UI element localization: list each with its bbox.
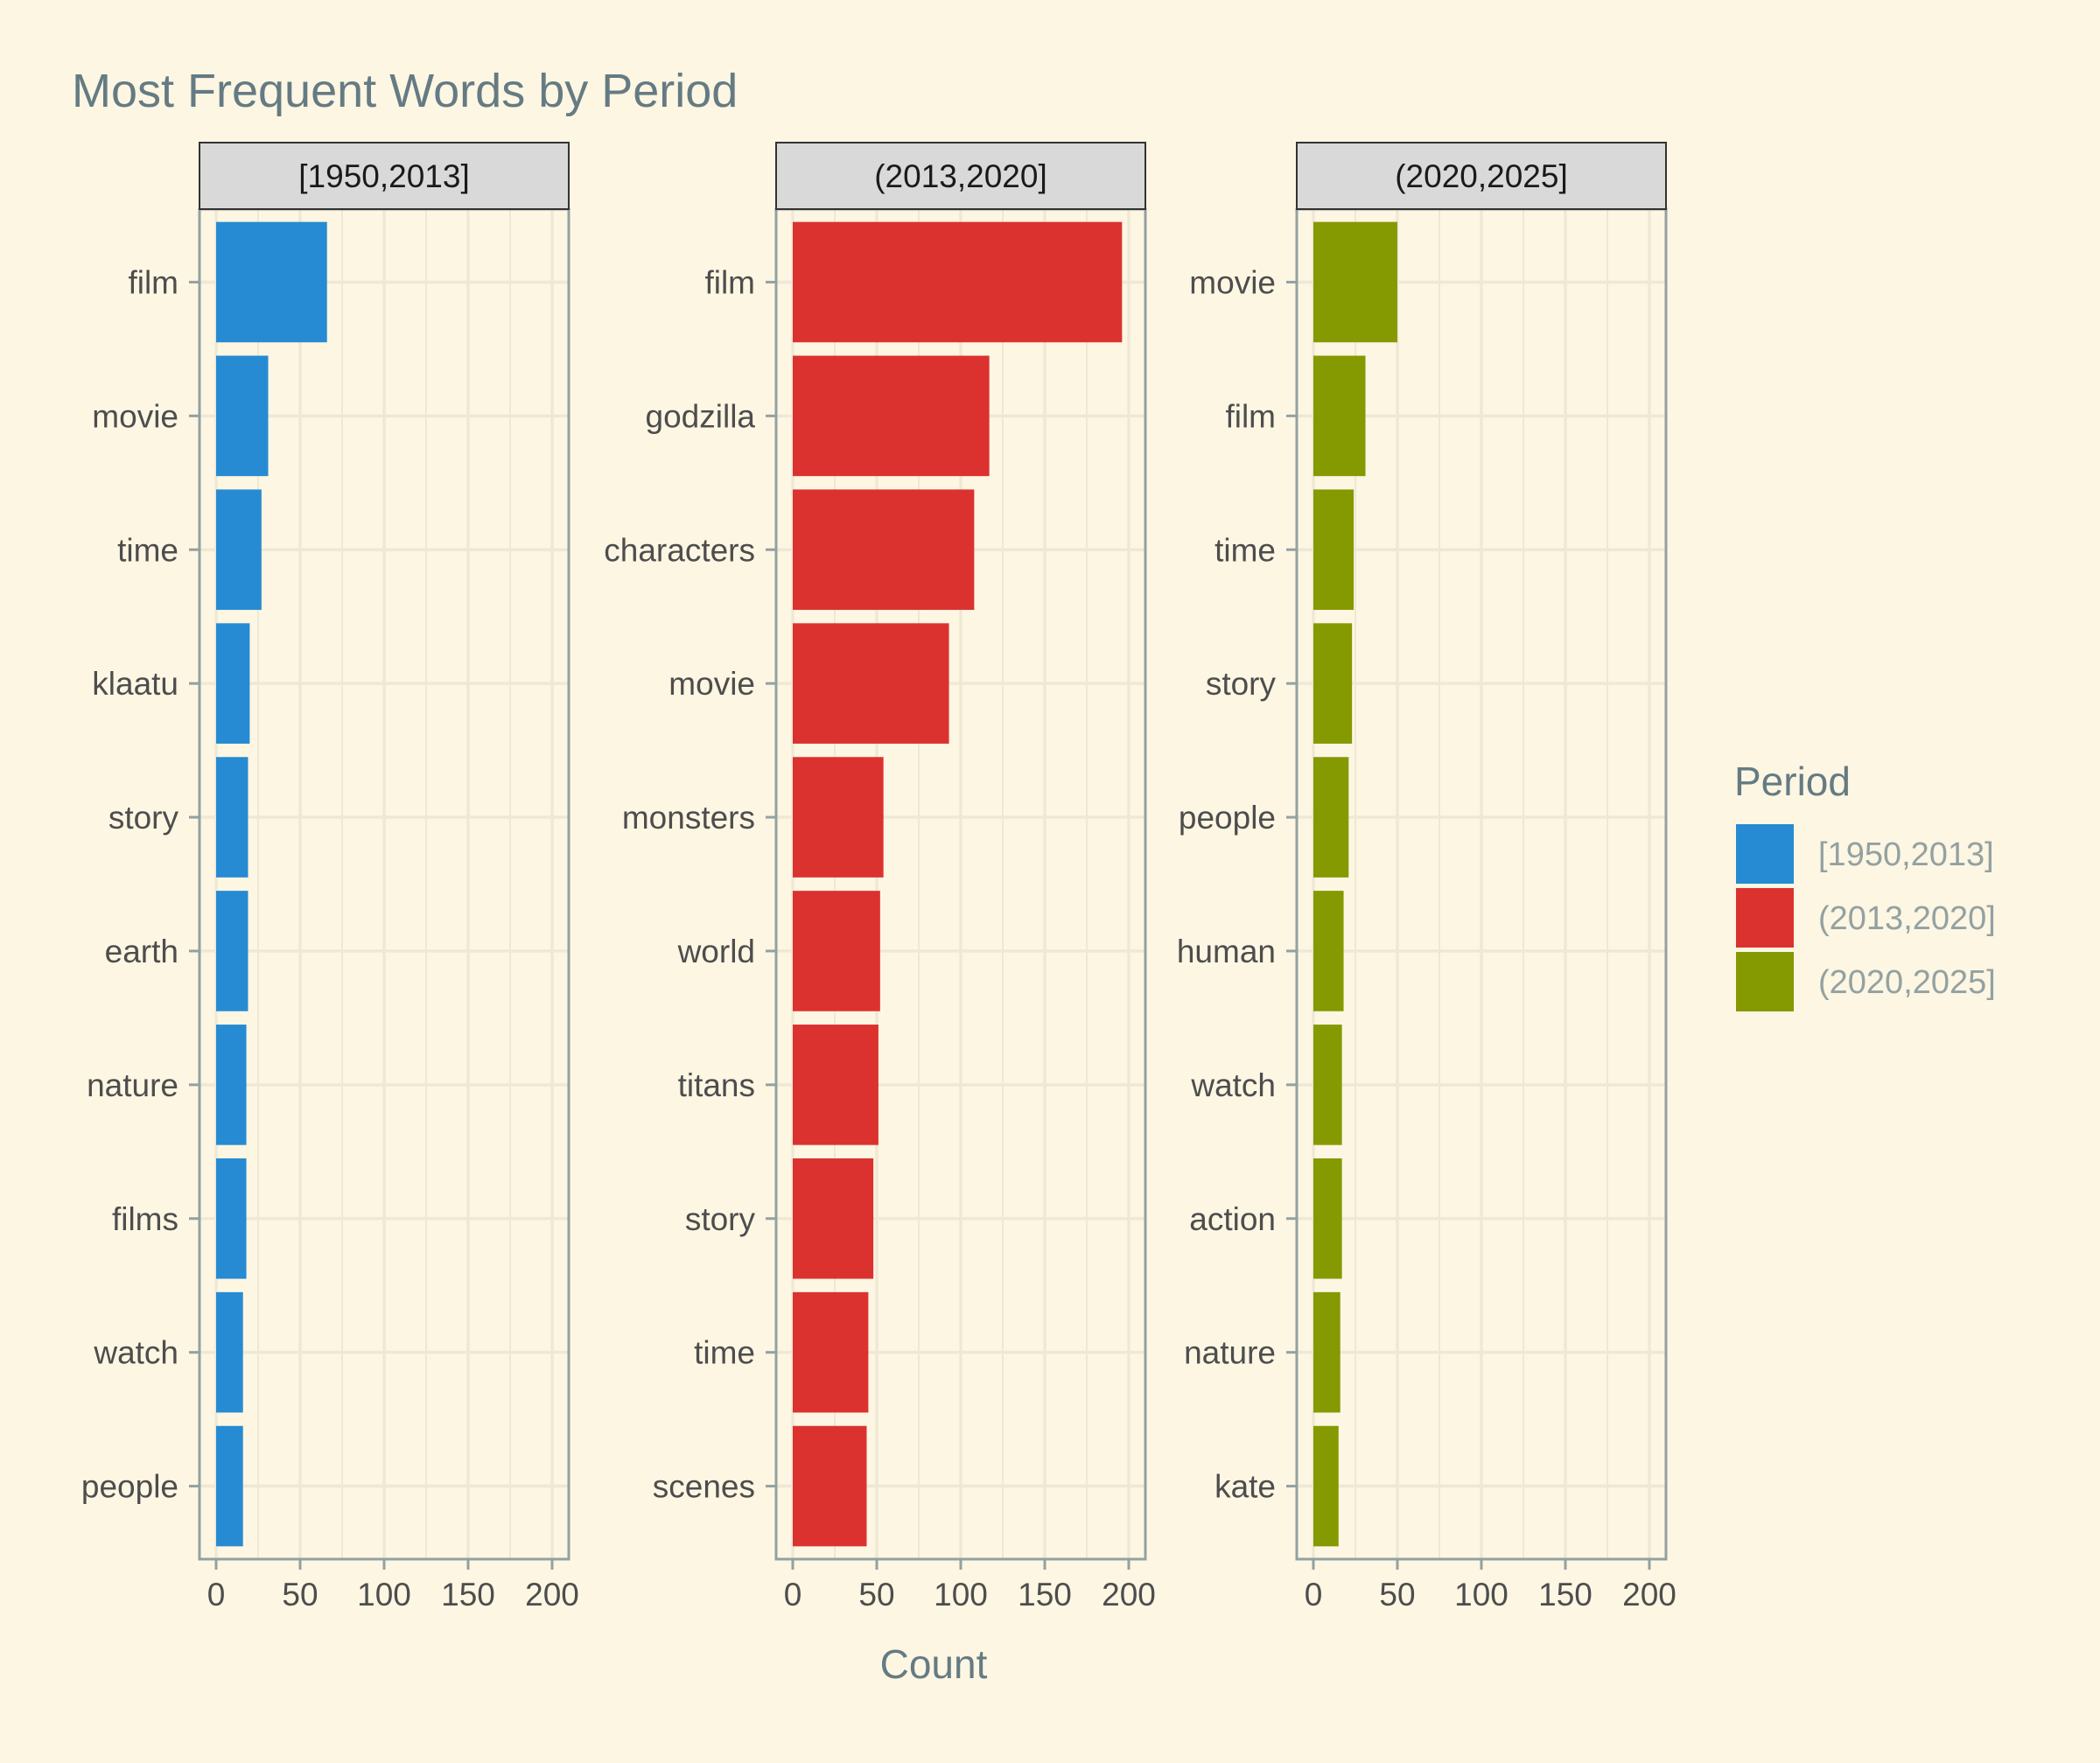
y-tick-label: time (1214, 532, 1276, 568)
legend-label: (2020,2025] (1818, 964, 1996, 1001)
x-tick-label: 50 (282, 1577, 318, 1613)
bar (792, 221, 1123, 343)
x-tick-label: 100 (357, 1577, 411, 1613)
legend-swatch (1736, 888, 1794, 948)
x-tick-label: 100 (934, 1577, 988, 1613)
x-tick-label: 200 (1622, 1577, 1676, 1613)
y-tick-label: story (108, 800, 179, 836)
facet-panels: [1950,2013] film movie time klaatu story earth… (81, 142, 1676, 1613)
x-tick-label: 150 (441, 1577, 495, 1613)
y-tick-label: time (694, 1335, 755, 1371)
bar (215, 623, 250, 744)
x-axis-label: Count (880, 1641, 988, 1687)
legend-swatch (1736, 824, 1794, 884)
y-tick-label: watch (1190, 1067, 1276, 1103)
bar (1312, 623, 1353, 744)
bar (1312, 1025, 1342, 1145)
x-tick-label: 0 (1305, 1577, 1323, 1613)
bar (792, 1158, 874, 1279)
facet-panel: (2020,2025] movie film time story people human… (1177, 142, 1676, 1613)
x-tick-label: 50 (1379, 1577, 1415, 1613)
y-tick-label: movie (1189, 264, 1276, 300)
legend-label: (2013,2020] (1818, 900, 1996, 937)
bar (215, 1425, 243, 1547)
y-tick-label: watch (93, 1335, 178, 1371)
y-tick-label: scenes (653, 1469, 755, 1505)
y-tick-label: people (81, 1469, 178, 1505)
facet-strip (1296, 142, 1667, 210)
bar (215, 891, 248, 1011)
bar (215, 489, 262, 611)
bar (1312, 1158, 1342, 1279)
legend: Period [1950,2013] (2013,2020] (2020,2025] (1734, 759, 1996, 1011)
bar (1312, 1425, 1339, 1547)
bar (792, 489, 975, 611)
y-tick-label: monsters (622, 800, 755, 836)
bar (1312, 355, 1366, 477)
bar (215, 355, 269, 477)
y-tick-label: people (1179, 800, 1276, 836)
y-tick-label: action (1189, 1201, 1276, 1237)
x-tick-label: 200 (525, 1577, 579, 1613)
bar (215, 1158, 247, 1279)
y-tick-label: films (112, 1201, 178, 1237)
y-tick-label: nature (1184, 1335, 1276, 1371)
bar (1312, 891, 1344, 1011)
bar (215, 757, 248, 878)
facet-strip (199, 142, 570, 210)
bar (1312, 757, 1349, 878)
facet-strip-label: [1950,2013] (298, 158, 469, 194)
y-tick-label: characters (604, 532, 755, 568)
bar (792, 1291, 869, 1413)
y-tick-label: movie (92, 398, 178, 434)
facet-strip-label: (2013,2020] (874, 158, 1047, 194)
bar (792, 1425, 867, 1547)
y-tick-label: film (1225, 398, 1276, 434)
y-tick-label: film (704, 264, 755, 300)
y-tick-label: human (1177, 934, 1276, 969)
x-tick-label: 0 (784, 1577, 802, 1613)
bar (215, 1025, 247, 1145)
bar (1312, 489, 1354, 611)
facet-strip-label: (2020,2025] (1395, 158, 1568, 194)
x-tick-label: 200 (1102, 1577, 1156, 1613)
y-tick-label: movie (668, 666, 755, 702)
facet-panel: (2013,2020] film godzilla characters movie mo… (604, 142, 1156, 1613)
y-tick-label: story (685, 1201, 756, 1237)
legend-title: Period (1734, 759, 1851, 804)
chart-title: Most Frequent Words by Period (72, 65, 738, 117)
bar (792, 891, 880, 1011)
y-tick-label: godzilla (646, 398, 756, 434)
bar (792, 355, 990, 477)
y-tick-label: film (128, 264, 178, 300)
bar (792, 757, 884, 878)
y-tick-label: time (117, 532, 178, 568)
bar (215, 1291, 243, 1413)
bar (792, 623, 949, 744)
facet-panel: [1950,2013] film movie time klaatu story earth… (81, 142, 579, 1613)
x-tick-label: 100 (1454, 1577, 1508, 1613)
x-tick-label: 50 (858, 1577, 894, 1613)
y-tick-label: titans (678, 1067, 755, 1103)
y-tick-label: world (677, 934, 755, 969)
y-tick-label: earth (105, 934, 178, 969)
y-tick-label: kate (1214, 1469, 1276, 1505)
x-tick-label: 150 (1538, 1577, 1592, 1613)
bar (1312, 1291, 1340, 1413)
y-tick-label: nature (87, 1067, 178, 1103)
legend-label: [1950,2013] (1818, 836, 1994, 873)
x-tick-label: 150 (1018, 1577, 1072, 1613)
y-tick-label: story (1206, 666, 1277, 702)
y-tick-label: klaatu (92, 666, 178, 702)
facet-strip (775, 142, 1146, 210)
bar (1312, 221, 1397, 343)
x-tick-label: 0 (207, 1577, 226, 1613)
legend-swatch (1736, 952, 1794, 1011)
bar (792, 1025, 878, 1145)
bar (215, 221, 327, 343)
